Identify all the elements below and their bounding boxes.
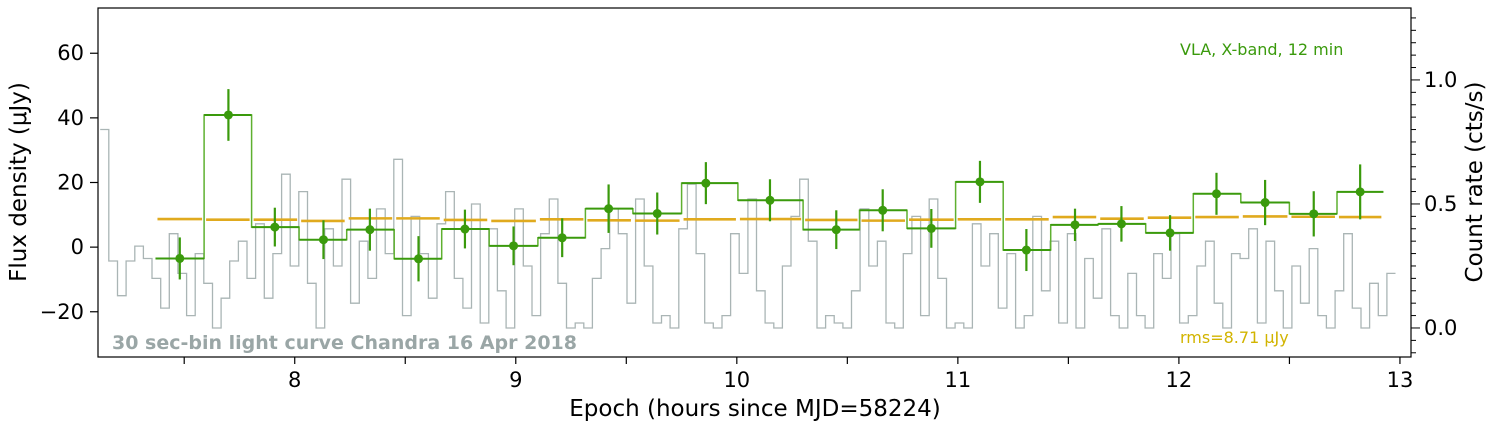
vla-data-point: [878, 205, 888, 215]
x-tick-label: 8: [288, 368, 301, 392]
vla-data-point: [765, 195, 775, 205]
vla-data-point: [604, 204, 614, 214]
chandra-annotation: 30 sec-bin light curve Chandra 16 Apr 20…: [112, 332, 577, 354]
vla-data-point: [831, 225, 841, 235]
y-tick-label: −20: [40, 300, 84, 324]
y-axis-label: Flux density (μJy): [6, 82, 32, 282]
vla-data-point: [1211, 189, 1221, 199]
vla-data-point: [1309, 209, 1319, 219]
vla-data-point: [175, 253, 185, 263]
vla-data-point: [1260, 198, 1270, 208]
vla-data-point: [1021, 245, 1031, 255]
y-tick-label: 60: [57, 41, 84, 65]
vla-annotation: VLA, X-band, 12 min: [1180, 40, 1343, 59]
y-right-tick-label: 0.0: [1424, 316, 1457, 340]
vla-data-point: [414, 254, 424, 264]
x-tick-label: 11: [944, 368, 971, 392]
vla-data-point: [509, 241, 519, 251]
x-axis-label: Epoch (hours since MJD=58224): [569, 396, 941, 422]
y-tick-label: 0: [71, 235, 84, 259]
vla-data-point: [1165, 228, 1175, 238]
vla-data-point: [557, 233, 567, 243]
vla-data-point: [1116, 219, 1126, 229]
y-right-tick-label: 0.5: [1424, 192, 1457, 216]
vla-data-point: [365, 225, 375, 235]
vla-data-point: [1355, 187, 1365, 197]
vla-data-point: [460, 224, 470, 234]
chandra-light-curve: [100, 128, 1396, 329]
y-tick-label: 40: [57, 106, 84, 130]
y-right-tick-label: 1.0: [1424, 68, 1457, 92]
vla-data-point: [701, 178, 711, 188]
vla-data-point: [975, 177, 985, 187]
x-tick-label: 9: [509, 368, 522, 392]
vla-data-point: [318, 235, 328, 245]
vla-data-point: [1070, 220, 1080, 230]
vla-data-point: [926, 223, 936, 233]
vla-data-point: [270, 222, 280, 232]
vla-data-point: [223, 110, 233, 120]
plot-frame: [97, 7, 1412, 358]
y-axis-right-label: Count rate (cts/s): [1462, 82, 1488, 283]
axes-ticks: 8 9 10 11 12 13 −20 0 20 40 60 0.0 0.5 1.0: [40, 17, 1457, 392]
y-tick-label: 20: [57, 171, 84, 195]
x-tick-label: 13: [1387, 368, 1414, 392]
rms-annotation: rms=8.71 μJy: [1180, 328, 1289, 347]
x-tick-label: 10: [723, 368, 750, 392]
vla-series: [155, 89, 1384, 282]
chandra-step-line: [100, 128, 1396, 329]
vla-data-point: [652, 209, 662, 219]
x-tick-label: 12: [1166, 368, 1193, 392]
